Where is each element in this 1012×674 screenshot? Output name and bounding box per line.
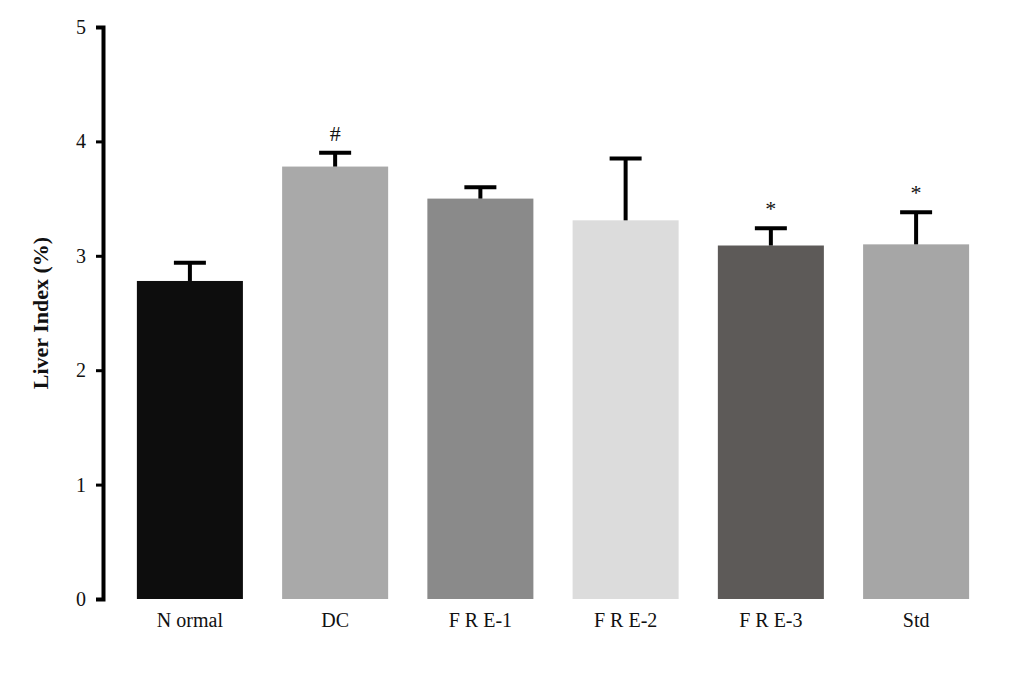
error-cap (755, 226, 787, 230)
y-axis-title: Liver Index (%) (28, 237, 53, 389)
x-tick-label: F R E-2 (594, 609, 657, 631)
error-cap (610, 157, 642, 161)
y-tick-label: 5 (76, 16, 86, 38)
x-tick: Std (903, 609, 930, 631)
error-bar (900, 212, 932, 244)
error-bar (174, 263, 206, 281)
y-tick-mark (96, 369, 103, 372)
error-bar (319, 153, 351, 167)
y-tick-label: 1 (76, 474, 86, 496)
significance-marker: # (330, 121, 341, 146)
marks (137, 153, 969, 599)
chart: # * * 0 1 2 3 4 5 N ormal DC F R E-1 F R E-2 F R E-3 S… (0, 0, 1012, 674)
y-tick-mark (96, 255, 103, 258)
x-tick-label: F R E-3 (739, 609, 802, 631)
y-tick: 1 (76, 474, 103, 496)
y-tick: 5 (76, 16, 103, 38)
error-bar (610, 159, 642, 221)
significance-marker: * (911, 180, 922, 205)
x-tick: F R E-2 (594, 609, 657, 631)
y-axis: 0 1 2 3 4 5 (76, 16, 104, 610)
bar (718, 246, 824, 599)
error-bar (755, 228, 787, 245)
error-cap (319, 151, 351, 155)
error-stem (333, 153, 337, 167)
bar (427, 199, 533, 599)
x-tick-label: N ormal (157, 609, 224, 631)
error-cap (900, 210, 932, 214)
y-tick: 2 (76, 359, 103, 381)
significance-marker: * (765, 196, 776, 221)
y-tick: 0 (76, 588, 103, 610)
x-tick: F R E-3 (739, 609, 802, 631)
y-tick-label: 4 (76, 130, 86, 152)
error-cap (464, 185, 496, 189)
error-stem (624, 159, 628, 221)
y-tick-label: 3 (76, 245, 86, 267)
y-tick-label: 0 (76, 588, 86, 610)
x-tick-label: F R E-1 (449, 609, 512, 631)
y-tick: 4 (76, 130, 103, 152)
x-tick: N ormal (157, 609, 224, 631)
x-tick: F R E-1 (449, 609, 512, 631)
y-tick-mark (96, 598, 103, 601)
y-tick: 3 (76, 245, 103, 267)
x-tick-label: DC (321, 609, 349, 631)
error-cap (174, 261, 206, 265)
y-tick-label: 2 (76, 359, 86, 381)
y-tick-mark (96, 26, 103, 29)
bar (137, 281, 243, 599)
bar (282, 167, 388, 599)
error-stem (769, 228, 773, 245)
x-tick: DC (321, 609, 349, 631)
error-stem (914, 212, 918, 244)
y-tick-mark (96, 140, 103, 143)
y-axis-line (96, 28, 104, 600)
x-tick-label: Std (903, 609, 930, 631)
y-tick-mark (96, 484, 103, 487)
bar (863, 244, 969, 599)
x-axis: N ormal DC F R E-1 F R E-2 F R E-3 Std (157, 609, 930, 631)
error-bar (464, 187, 496, 198)
significance-markers: # * * (330, 121, 922, 222)
bar (573, 220, 679, 599)
error-stem (188, 263, 192, 281)
